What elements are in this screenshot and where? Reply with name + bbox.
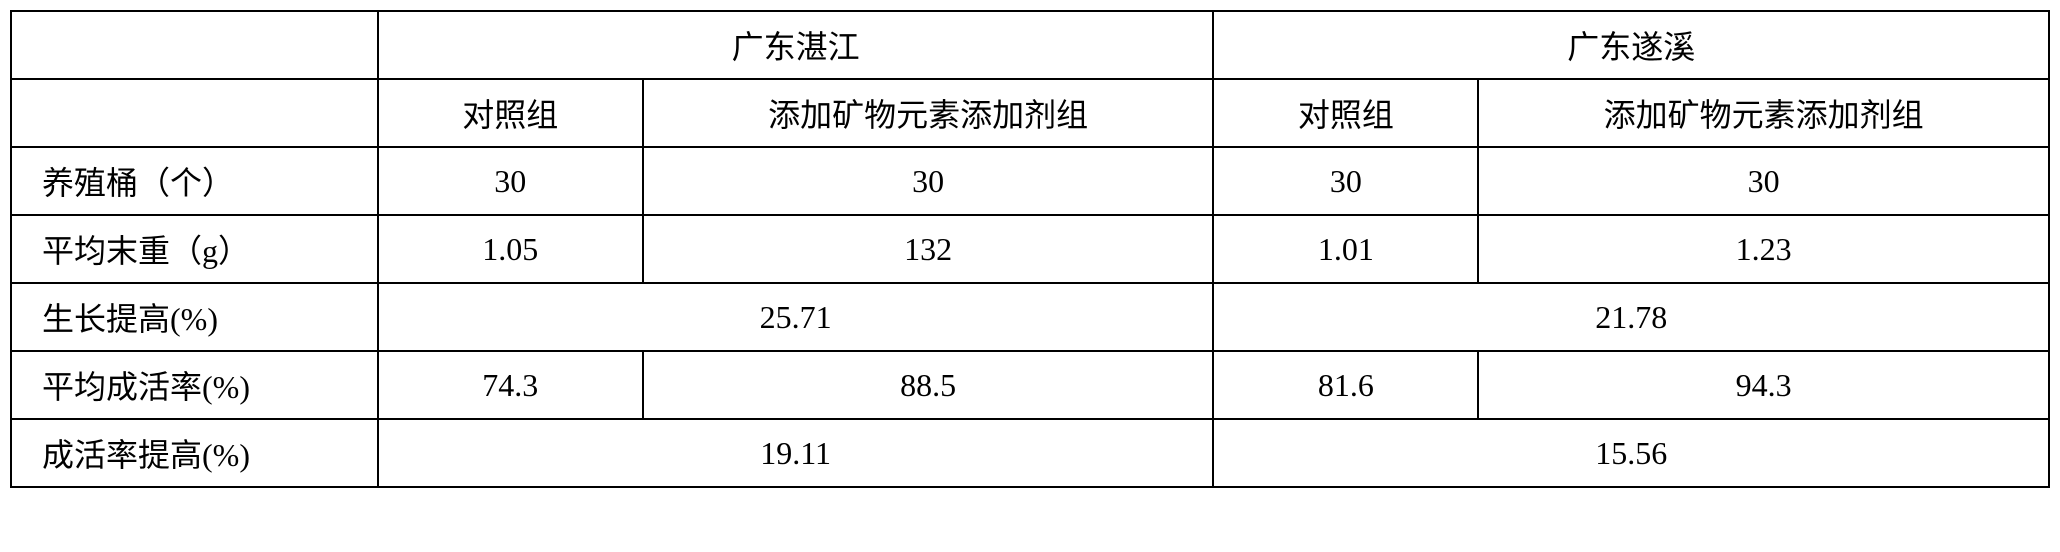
table-row: 平均末重（g） 1.05 132 1.01 1.23 [11, 215, 2049, 283]
cell: 30 [1478, 147, 2049, 215]
cell-merged: 25.71 [378, 283, 1214, 351]
header-loc2-sub2: 添加矿物元素添加剂组 [1478, 79, 2049, 147]
cell: 1.01 [1213, 215, 1478, 283]
header-location-2: 广东遂溪 [1213, 11, 2049, 79]
cell: 81.6 [1213, 351, 1478, 419]
row-label: 养殖桶（个） [11, 147, 378, 215]
row-label: 平均成活率(%) [11, 351, 378, 419]
cell: 30 [643, 147, 1214, 215]
cell: 1.05 [378, 215, 643, 283]
table-row: 成活率提高(%) 19.11 15.56 [11, 419, 2049, 487]
header-loc1-sub1: 对照组 [378, 79, 643, 147]
header-empty-2 [11, 79, 378, 147]
table-row: 生长提高(%) 25.71 21.78 [11, 283, 2049, 351]
cell-merged: 19.11 [378, 419, 1214, 487]
cell-merged: 15.56 [1213, 419, 2049, 487]
cell: 30 [378, 147, 643, 215]
row-label: 平均末重（g） [11, 215, 378, 283]
row-label: 生长提高(%) [11, 283, 378, 351]
data-table: 广东湛江 广东遂溪 对照组 添加矿物元素添加剂组 对照组 添加矿物元素添加剂组 … [10, 10, 2050, 488]
cell: 74.3 [378, 351, 643, 419]
row-label: 成活率提高(%) [11, 419, 378, 487]
table-header-row-1: 广东湛江 广东遂溪 [11, 11, 2049, 79]
cell: 132 [643, 215, 1214, 283]
header-empty-1 [11, 11, 378, 79]
cell: 30 [1213, 147, 1478, 215]
table-header-row-2: 对照组 添加矿物元素添加剂组 对照组 添加矿物元素添加剂组 [11, 79, 2049, 147]
cell: 1.23 [1478, 215, 2049, 283]
header-loc2-sub1: 对照组 [1213, 79, 1478, 147]
cell-merged: 21.78 [1213, 283, 2049, 351]
table-row: 养殖桶（个） 30 30 30 30 [11, 147, 2049, 215]
cell: 94.3 [1478, 351, 2049, 419]
header-location-1: 广东湛江 [378, 11, 1214, 79]
cell: 88.5 [643, 351, 1214, 419]
header-loc1-sub2: 添加矿物元素添加剂组 [643, 79, 1214, 147]
table-row: 平均成活率(%) 74.3 88.5 81.6 94.3 [11, 351, 2049, 419]
